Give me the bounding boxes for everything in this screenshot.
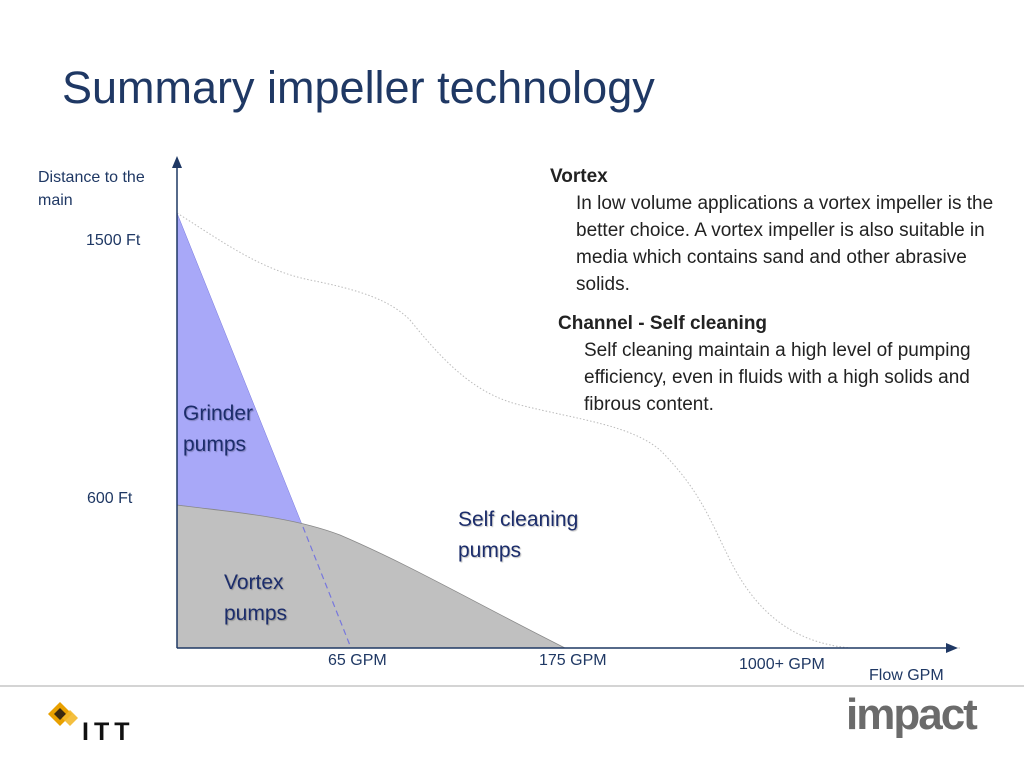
impact-logo: impact: [846, 690, 978, 739]
channel-body: Self cleaning maintain a high level of p…: [584, 340, 971, 415]
itt-diamond-icon: [48, 702, 78, 726]
x-tick-1000: 1000+ GPM: [739, 656, 825, 673]
y-tick-600: 600 Ft: [87, 490, 133, 507]
vortex-region: [176, 504, 566, 649]
x-axis-label: Flow GPM: [869, 667, 944, 684]
y-tick-1500: 1500 Ft: [86, 232, 141, 249]
y-axis-arrow: [172, 156, 182, 168]
footer-divider: [0, 685, 1024, 687]
page-title: Summary impeller technology: [62, 62, 655, 113]
channel-heading: Channel - Self cleaning: [558, 313, 768, 334]
x-axis-arrow: [946, 643, 958, 653]
vortex-heading: Vortex: [550, 166, 608, 187]
grinder-boundary-dashed: [302, 526, 352, 649]
y-axis-label: Distance to the main: [38, 169, 145, 209]
self-cleaning-pumps-label: Self cleaning pumps: [458, 508, 579, 562]
vortex-body: In low volume applications a vortex impe…: [576, 193, 994, 295]
grinder-region: [176, 212, 304, 528]
x-tick-65: 65 GPM: [328, 652, 387, 669]
channel-description: Channel - Self cleaning Self cleaning ma…: [558, 310, 998, 418]
itt-logo-text: ITT: [82, 718, 135, 746]
grinder-pumps-label: Grinder pumps: [183, 402, 254, 456]
impeller-diagram: [172, 156, 960, 653]
itt-logo: ITT: [44, 700, 144, 750]
x-tick-175: 175 GPM: [539, 652, 607, 669]
vortex-pumps-label: Vortex pumps: [224, 571, 288, 625]
vortex-description: Vortex In low volume applications a vort…: [550, 163, 1020, 298]
